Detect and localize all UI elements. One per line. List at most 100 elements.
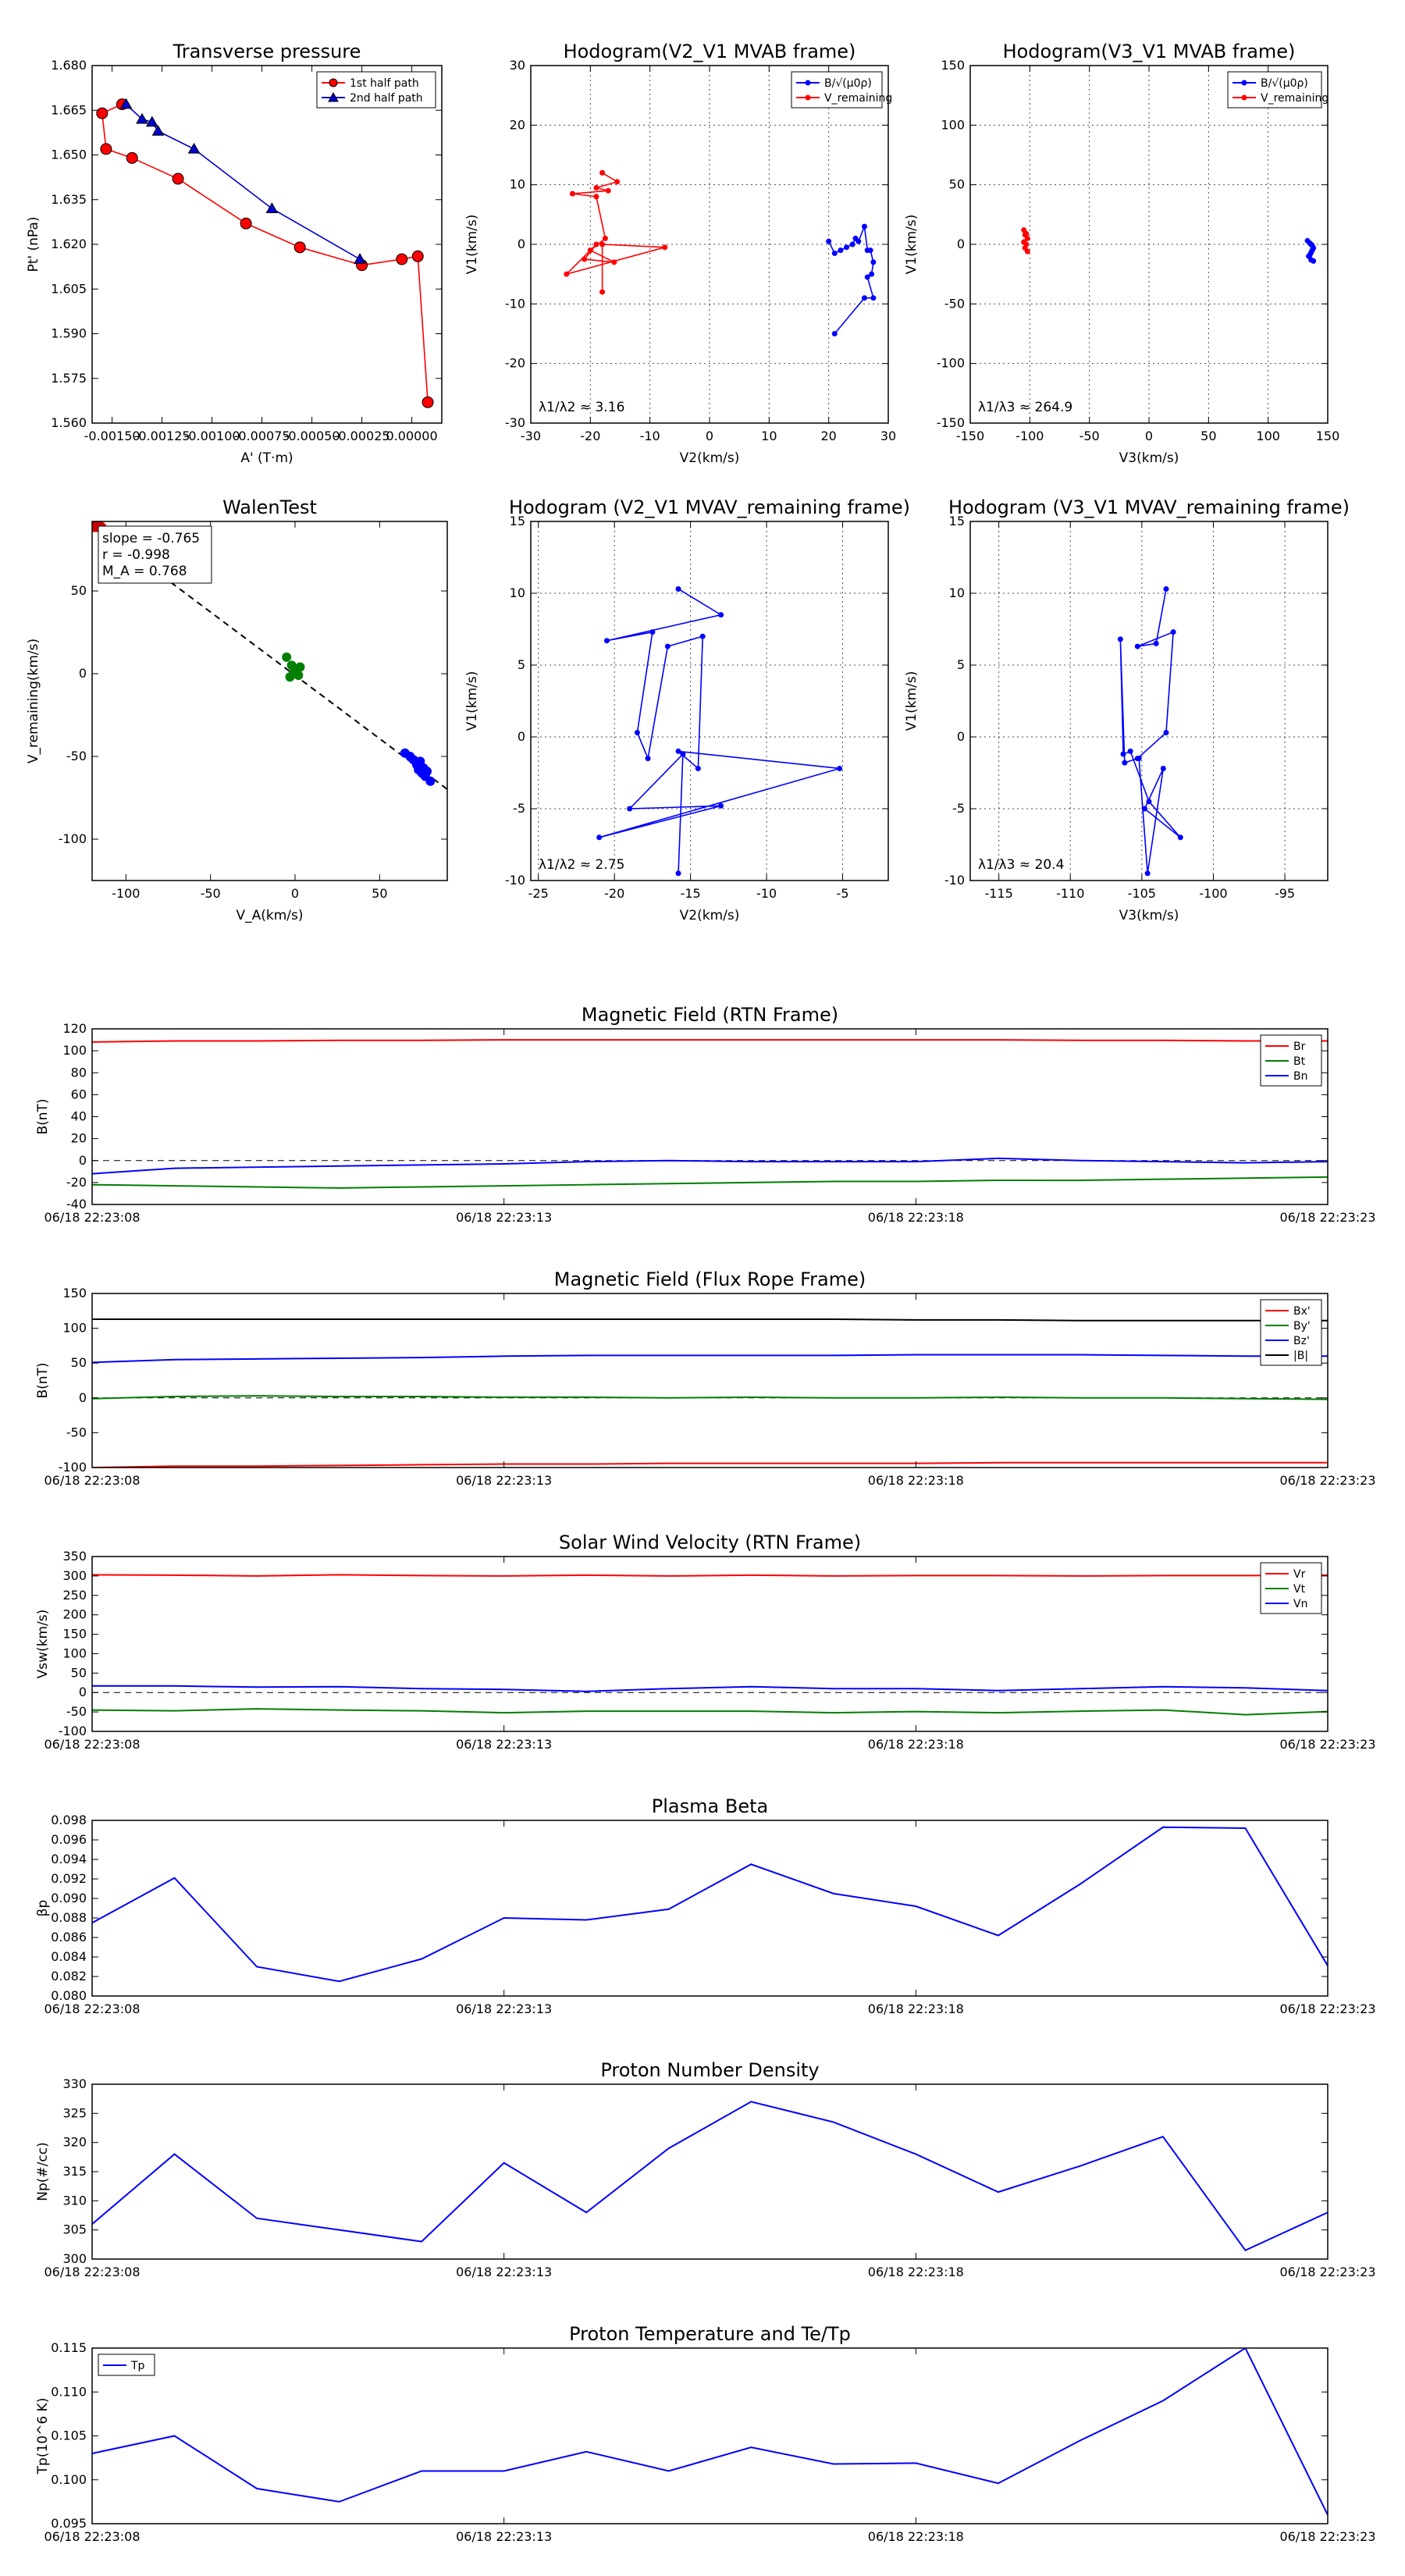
y-tick-label: 0.084: [51, 1949, 87, 1964]
data-point: [675, 748, 681, 754]
y-tick-label: 150: [62, 1286, 87, 1300]
x-tick-label: -20: [580, 429, 600, 443]
data-point: [593, 241, 599, 247]
y-tick-label: 0: [957, 237, 965, 251]
chart-p5: Hodogram (V2_V1 MVAV_remaining frame) -25…: [464, 496, 910, 923]
y-axis-label: Vsw(km/s): [35, 1610, 51, 1679]
data-point: [126, 151, 138, 164]
y-tick-label: -100: [59, 831, 87, 846]
data-point: [172, 173, 184, 185]
data-point: [870, 259, 877, 265]
data-point: [831, 331, 838, 336]
y-tick-label: 150: [941, 58, 965, 73]
legend-label: Bz': [1293, 1335, 1310, 1347]
data-point: [718, 612, 724, 618]
plot-area: [92, 2101, 1328, 2252]
data-point: [1024, 248, 1030, 254]
y-tick-label: -10: [944, 873, 965, 888]
y-axis-label: Np(#/cc): [35, 2142, 51, 2201]
x-tick-label: 50: [372, 886, 387, 901]
legend-box: [1227, 71, 1322, 109]
data-point: [869, 271, 875, 277]
data-point: [96, 107, 108, 119]
y-tick-label: 325: [62, 2105, 87, 2120]
data-point: [1170, 629, 1176, 635]
chart-ts4: Plasma Beta 06/18 22:23:08 06/18 22:23:13 0…: [35, 1795, 1376, 2016]
data-point: [1311, 258, 1317, 264]
legend: Bx' By' Bz' |B|: [1260, 1299, 1322, 1366]
x-tick-label: -0.00150: [84, 429, 140, 443]
y-tick-label: 1.620: [51, 237, 87, 251]
plot-frame: [91, 1820, 1329, 1997]
y-tick-label: 80: [71, 1065, 87, 1080]
x-tick-label: 06/18 22:23:18: [868, 2001, 964, 2016]
series-beta-line: [92, 1826, 1328, 1983]
legend: Br Bt Bn: [1260, 1034, 1322, 1087]
y-tick-label: 0: [518, 729, 525, 744]
x-tick-label: 06/18 22:23:23: [1279, 2001, 1375, 2016]
y-tick-label: 40: [71, 1109, 87, 1124]
y-tick-label: 30: [510, 58, 525, 73]
y-tick-label: -40: [66, 1197, 87, 1212]
data-point: [396, 253, 408, 265]
x-tick-label: 06/18 22:23:18: [868, 2529, 964, 2544]
legend-label: Bt: [1293, 1055, 1306, 1068]
data-point: [826, 238, 832, 244]
x-tick-label: -95: [1275, 886, 1295, 901]
series-bx--line: [92, 1461, 1328, 1468]
x-axis-label: V2(km/s): [680, 450, 740, 466]
plot-area: [92, 1826, 1328, 1983]
chart-title: Hodogram (V2_V1 MVAV_remaining frame): [509, 496, 910, 518]
x-tick-label: 06/18 22:23:08: [44, 1210, 140, 1225]
data-point: [695, 765, 701, 771]
data-point: [240, 217, 252, 229]
y-tick-label: 10: [510, 177, 525, 192]
data-point: [411, 250, 424, 262]
data-point: [1142, 806, 1148, 812]
series-by--line: [92, 1395, 1328, 1400]
series-1st-half-path-line: [101, 103, 429, 403]
data-point: [582, 256, 588, 262]
data-point: [1163, 729, 1169, 735]
legend-marker: [329, 78, 338, 87]
y-axis-label: V1(km/s): [904, 671, 919, 731]
annotation-box: [98, 525, 212, 584]
chart-title: WalenTest: [222, 496, 317, 518]
plot-area: [92, 521, 447, 790]
plot-area: [96, 98, 434, 408]
data-point: [1120, 751, 1126, 757]
x-tick-label: 06/18 22:23:23: [1279, 1737, 1375, 1752]
data-point: [831, 250, 838, 256]
y-tick-label: 0.115: [51, 2340, 87, 2355]
y-tick-label: 0: [79, 1390, 87, 1405]
x-tick-label: -5: [837, 886, 849, 901]
data-point: [855, 238, 862, 244]
series-np-line: [92, 2101, 1328, 2252]
data-point: [593, 184, 599, 190]
chart-ts6: Proton Temperature and Te/Tp 06/18 22:23:…: [35, 2323, 1376, 2544]
data-point: [664, 643, 670, 649]
data-point: [867, 247, 873, 254]
x-tick-label: -105: [1128, 886, 1156, 901]
plot-frame: [91, 1556, 1329, 1732]
data-point: [662, 244, 668, 251]
data-point: [295, 662, 305, 672]
x-tick-label: 06/18 22:23:08: [44, 1737, 140, 1752]
series-2nd-half-path-line: [125, 104, 361, 260]
chart-ts1: Magnetic Field (RTN Frame) 06/18 22:23:08…: [35, 1004, 1376, 1225]
data-point: [611, 259, 617, 265]
y-tick-label: -100: [937, 356, 965, 371]
y-tick-label: 1.680: [51, 58, 87, 73]
x-tick-label: 06/18 22:23:13: [456, 1210, 552, 1225]
y-tick-label: -50: [66, 1425, 87, 1439]
data-point: [605, 187, 611, 194]
x-axis-label: V3(km/s): [1119, 450, 1179, 466]
legend-label: By': [1293, 1320, 1311, 1332]
y-axis-label: V1(km/s): [464, 215, 480, 275]
y-tick-label: 310: [62, 2193, 87, 2208]
x-tick-label: -0.00050: [284, 429, 340, 443]
y-tick-label: 5: [957, 657, 965, 672]
data-point: [1153, 640, 1159, 646]
x-tick-label: 06/18 22:23:23: [1279, 2265, 1375, 2279]
